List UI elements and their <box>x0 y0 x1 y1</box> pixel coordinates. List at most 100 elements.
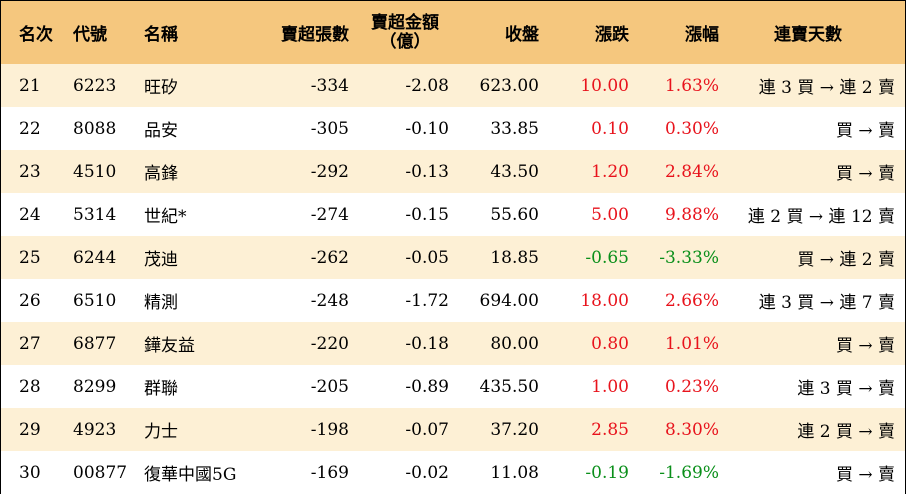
table-row: 30 00877 復華中國5G -169 -0.02 11.08 -0.19 -1.69% 買 … <box>1 451 905 494</box>
net-sell-amount-cell: -0.13 <box>405 161 449 182</box>
code-cell: 6877 <box>73 333 117 354</box>
name-cell: 復華中國5G <box>144 465 237 485</box>
close-price-cell: 55.60 <box>490 204 539 225</box>
rank-cell: 25 <box>19 247 41 268</box>
code-cell: 8088 <box>73 118 117 139</box>
table-header: 名次 代號 名稱 賣超張數 賣超金額 （億） 收盤 漲跌 漲幅 連賣天數 <box>1 1 905 64</box>
code-cell: 6244 <box>73 247 117 268</box>
close-price-cell: 33.85 <box>490 118 539 139</box>
header-close: 收盤 <box>505 25 539 45</box>
net-sell-amount-cell: -2.08 <box>405 75 449 96</box>
table-row: 27 6877 鏵友益 -220 -0.18 80.00 0.80 1.01% 買 → 賣 <box>1 322 905 365</box>
code-cell: 5314 <box>73 204 117 225</box>
header-change-pct: 漲幅 <box>685 25 719 45</box>
close-price-cell: 11.08 <box>490 462 539 483</box>
change-cell: 1.20 <box>591 161 629 182</box>
close-price-cell: 18.85 <box>490 247 539 268</box>
change-cell: -0.19 <box>585 462 629 483</box>
name-cell: 鏵友益 <box>144 336 195 356</box>
close-price-cell: 43.50 <box>490 161 539 182</box>
streak-cell: 買 → 賣 <box>835 164 895 184</box>
close-price-cell: 80.00 <box>490 333 539 354</box>
net-sell-amount-cell: -0.02 <box>405 462 449 483</box>
change-cell: 18.00 <box>580 290 629 311</box>
streak-cell: 連 3 買 → 連 2 賣 <box>758 78 895 98</box>
net-sell-sheets-cell: -248 <box>310 290 349 311</box>
net-sell-sheets-cell: -334 <box>310 75 349 96</box>
name-cell: 茂迪 <box>144 250 178 270</box>
name-cell: 世紀* <box>144 207 187 227</box>
name-cell: 力士 <box>144 422 178 442</box>
header-streak-days: 連賣天數 <box>774 25 842 45</box>
change-cell: 1.00 <box>591 376 629 397</box>
change-cell: 0.80 <box>591 333 629 354</box>
change-pct-cell: 1.01% <box>664 333 719 354</box>
name-cell: 旺矽 <box>144 78 178 98</box>
rank-cell: 26 <box>19 290 41 311</box>
change-cell: 2.85 <box>591 419 629 440</box>
rank-cell: 22 <box>19 118 41 139</box>
streak-cell: 連 2 買 → 賣 <box>797 422 895 442</box>
net-sell-amount-cell: -0.18 <box>405 333 449 354</box>
code-cell: 8299 <box>73 376 117 397</box>
rank-cell: 23 <box>19 161 41 182</box>
name-cell: 品安 <box>144 121 178 141</box>
table-row: 28 8299 群聯 -205 -0.89 435.50 1.00 0.23% 連 3 買 → … <box>1 365 905 408</box>
header-net-sell-amount-line2: （億） <box>379 31 431 52</box>
rank-cell: 28 <box>19 376 41 397</box>
streak-cell: 連 2 買 → 連 12 賣 <box>747 207 895 227</box>
streak-cell: 買 → 賣 <box>835 336 895 356</box>
change-pct-cell: 9.88% <box>664 204 719 225</box>
net-sell-sheets-cell: -305 <box>310 118 349 139</box>
header-rank: 名次 <box>19 25 53 45</box>
streak-cell: 連 3 買 → 連 7 賣 <box>758 293 895 313</box>
table-row: 24 5314 世紀* -274 -0.15 55.60 5.00 9.88% 連 2 買 → … <box>1 193 905 236</box>
header-change: 漲跌 <box>595 25 629 45</box>
net-sell-amount-cell: -1.72 <box>405 290 449 311</box>
change-cell: 0.10 <box>591 118 629 139</box>
change-pct-cell: 0.30% <box>664 118 719 139</box>
rank-cell: 29 <box>19 419 41 440</box>
net-sell-sheets-cell: -262 <box>310 247 349 268</box>
name-cell: 高鋒 <box>144 164 178 184</box>
table-row: 29 4923 力士 -198 -0.07 37.20 2.85 8.30% 連 2 買 → 賣 <box>1 408 905 451</box>
close-price-cell: 623.00 <box>479 75 539 96</box>
change-pct-cell: 2.84% <box>664 161 719 182</box>
net-sell-sheets-cell: -292 <box>310 161 349 182</box>
change-cell: -0.65 <box>585 247 629 268</box>
net-sell-sheets-cell: -205 <box>310 376 349 397</box>
rank-cell: 30 <box>19 462 41 483</box>
code-cell: 00877 <box>73 462 128 483</box>
name-cell: 精測 <box>144 293 178 313</box>
code-cell: 4923 <box>73 419 117 440</box>
net-sell-sheets-cell: -169 <box>310 462 349 483</box>
table-row: 21 6223 旺矽 -334 -2.08 623.00 10.00 1.63% 連 3 買 →… <box>1 64 905 107</box>
streak-cell: 連 3 買 → 賣 <box>797 379 895 399</box>
net-sell-sheets-cell: -198 <box>310 419 349 440</box>
streak-cell: 買 → 連 2 賣 <box>797 250 895 270</box>
change-cell: 10.00 <box>580 75 629 96</box>
change-pct-cell: 1.63% <box>664 75 719 96</box>
header-code: 代號 <box>73 25 107 45</box>
rank-cell: 24 <box>19 204 41 225</box>
net-sell-sheets-cell: -220 <box>310 333 349 354</box>
net-sell-amount-cell: -0.15 <box>405 204 449 225</box>
rank-cell: 21 <box>19 75 41 96</box>
table-row: 25 6244 茂迪 -262 -0.05 18.85 -0.65 -3.33% 買 → 連 2… <box>1 236 905 279</box>
header-net-sell-sheets: 賣超張數 <box>281 25 349 45</box>
header-net-sell-amount: 賣超金額 （億） <box>361 1 449 64</box>
header-net-sell-amount-line1: 賣超金額 <box>371 12 439 33</box>
rank-cell: 27 <box>19 333 41 354</box>
code-cell: 6223 <box>73 75 117 96</box>
table-row: 26 6510 精測 -248 -1.72 694.00 18.00 2.66% 連 3 買 →… <box>1 279 905 322</box>
code-cell: 6510 <box>73 290 117 311</box>
table-row: 22 8088 品安 -305 -0.10 33.85 0.10 0.30% 買 → 賣 <box>1 107 905 150</box>
net-sell-amount-cell: -0.10 <box>405 118 449 139</box>
change-pct-cell: 8.30% <box>664 419 719 440</box>
code-cell: 4510 <box>73 161 117 182</box>
name-cell: 群聯 <box>144 379 178 399</box>
streak-cell: 買 → 賣 <box>835 465 895 485</box>
change-pct-cell: 2.66% <box>664 290 719 311</box>
net-sell-sheets-cell: -274 <box>310 204 349 225</box>
